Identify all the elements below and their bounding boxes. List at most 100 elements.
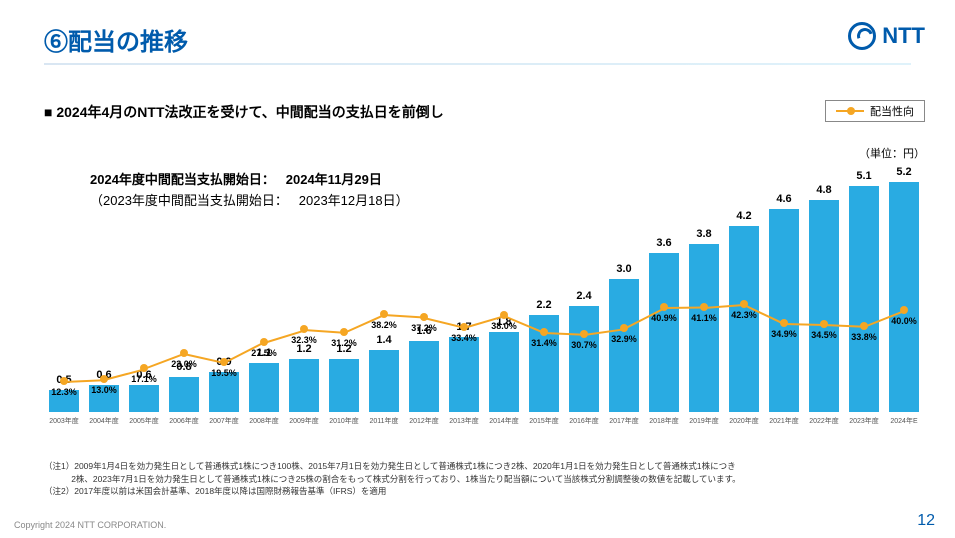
line-point <box>180 349 188 357</box>
line-point <box>820 320 828 328</box>
bar: 5.12023年度 <box>849 186 879 412</box>
ntt-logo: NTT <box>848 22 925 50</box>
bar: 1.72013年度 <box>449 337 479 412</box>
line-value-label: 38.2% <box>371 320 397 330</box>
line-value-label: 33.4% <box>451 333 477 343</box>
bar: 4.82022年度 <box>809 200 839 412</box>
bar: 1.82014年度 <box>489 332 519 412</box>
line-point <box>740 300 748 308</box>
line-point <box>580 330 588 338</box>
line-value-label: 27.5% <box>251 348 277 358</box>
bar-value-label: 3.0 <box>609 263 639 275</box>
line-point <box>860 322 868 330</box>
legend-label: 配当性向 <box>870 103 914 119</box>
bar: 4.62021年度 <box>769 209 799 412</box>
bar-value-label: 4.6 <box>769 193 799 205</box>
bar: 1.22009年度 <box>289 359 319 412</box>
line-point <box>780 319 788 327</box>
line-value-label: 31.4% <box>531 338 557 348</box>
x-axis-label: 2013年度 <box>449 416 479 426</box>
bar: 3.82019年度 <box>689 244 719 412</box>
line-point <box>220 358 228 366</box>
bar: 1.12008年度 <box>249 363 279 412</box>
bar: 0.92007年度 <box>209 372 239 412</box>
line-value-label: 17.1% <box>131 374 157 384</box>
x-axis-label: 2017年度 <box>609 416 639 426</box>
bar: 2.42016年度 <box>569 306 599 412</box>
line-point <box>140 364 148 372</box>
legend: 配当性向 <box>825 100 925 122</box>
slide-title: ⑥配当の推移 <box>44 22 188 57</box>
line-value-label: 34.5% <box>811 330 837 340</box>
bar-value-label: 2.2 <box>529 299 559 311</box>
line-point <box>460 323 468 331</box>
line-value-label: 23.0% <box>171 359 197 369</box>
bar: 1.42011年度 <box>369 350 399 412</box>
line-segment <box>304 329 344 334</box>
x-axis-label: 2006年度 <box>169 416 199 426</box>
x-axis-label: 2016年度 <box>569 416 599 426</box>
bar-value-label: 5.2 <box>889 166 919 178</box>
line-point <box>620 324 628 332</box>
line-value-label: 33.8% <box>851 332 877 342</box>
x-axis-label: 2007年度 <box>209 416 239 426</box>
x-axis-label: 2003年度 <box>49 416 79 426</box>
dividend-chart: 0.52003年度0.62004年度0.62005年度0.82006年度0.92… <box>44 160 924 430</box>
line-point <box>260 338 268 346</box>
line-value-label: 32.3% <box>291 335 317 345</box>
x-axis-label: 2020年度 <box>729 416 759 426</box>
x-axis-label: 2014年度 <box>489 416 519 426</box>
line-point <box>420 313 428 321</box>
x-axis-label: 2015年度 <box>529 416 559 426</box>
x-axis-label: 2005年度 <box>129 416 159 426</box>
line-point <box>380 310 388 318</box>
x-axis-label: 2019年度 <box>689 416 719 426</box>
line-value-label: 37.2% <box>411 323 437 333</box>
ntt-logo-text: NTT <box>882 23 925 49</box>
line-value-label: 38.0% <box>491 321 517 331</box>
line-value-label: 40.9% <box>651 313 677 323</box>
line-value-label: 41.1% <box>691 313 717 323</box>
line-point <box>100 375 108 383</box>
x-axis-label: 2021年度 <box>769 416 799 426</box>
line-value-label: 13.0% <box>91 385 117 395</box>
line-point <box>300 325 308 333</box>
x-axis-label: 2010年度 <box>329 416 359 426</box>
line-point <box>700 303 708 311</box>
x-axis-label: 2018年度 <box>649 416 679 426</box>
x-axis-label: 2012年度 <box>409 416 439 426</box>
line-value-label: 31.2% <box>331 338 357 348</box>
line-value-label: 34.9% <box>771 329 797 339</box>
x-axis-label: 2008年度 <box>249 416 279 426</box>
copyright: Copyright 2024 NTT CORPORATION. <box>14 520 166 530</box>
x-axis-label: 2024年E <box>889 416 919 426</box>
bar-value-label: 2.4 <box>569 290 599 302</box>
bar-value-label: 5.1 <box>849 170 879 182</box>
line-point <box>900 306 908 314</box>
bar: 0.62005年度 <box>129 385 159 412</box>
ntt-logo-icon <box>848 22 876 50</box>
bar: 1.62012年度 <box>409 341 439 412</box>
x-axis-label: 2004年度 <box>89 416 119 426</box>
bar: 1.22010年度 <box>329 359 359 412</box>
line-value-label: 19.5% <box>211 368 237 378</box>
page-number: 12 <box>917 512 935 530</box>
x-axis-label: 2011年度 <box>369 416 399 426</box>
bar-value-label: 4.8 <box>809 184 839 196</box>
line-point <box>500 311 508 319</box>
line-value-label: 30.7% <box>571 340 597 350</box>
line-segment <box>384 314 424 319</box>
bar-value-label: 3.8 <box>689 228 719 240</box>
line-value-label: 42.3% <box>731 310 757 320</box>
x-axis-label: 2009年度 <box>289 416 319 426</box>
line-point <box>660 303 668 311</box>
bar: 5.22024年E <box>889 182 919 412</box>
line-point <box>540 328 548 336</box>
bar-value-label: 4.2 <box>729 210 759 222</box>
line-point <box>60 377 68 385</box>
line-value-label: 40.0% <box>891 316 917 326</box>
subtitle: ■ 2024年4月のNTT法改正を受けて、中間配当の支払日を前倒し <box>44 102 444 122</box>
unit-label: （単位：円） <box>859 145 925 161</box>
line-point <box>340 328 348 336</box>
line-value-label: 32.9% <box>611 334 637 344</box>
